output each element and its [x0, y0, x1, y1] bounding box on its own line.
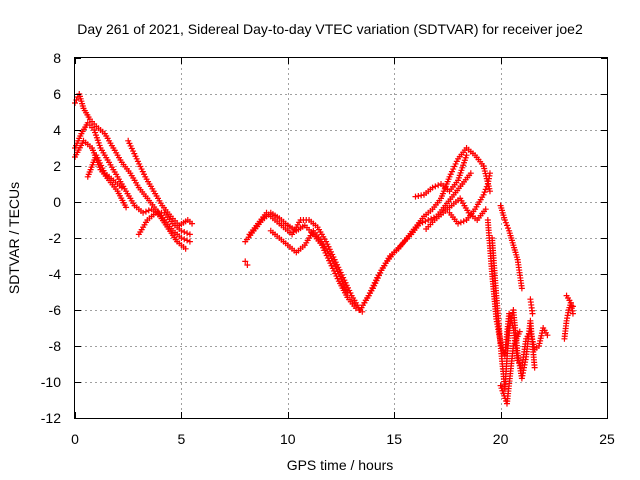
data-point-fill — [432, 183, 439, 190]
y-tick-label: -2 — [49, 230, 62, 246]
data-point-fill — [481, 189, 488, 196]
y-tick-label: 2 — [53, 158, 61, 174]
data-point — [189, 220, 196, 227]
x-tick-label: 15 — [386, 431, 402, 447]
data-point-fill — [184, 230, 191, 237]
x-tick-label: 20 — [493, 431, 509, 447]
data-point — [186, 238, 193, 245]
data-point — [140, 209, 147, 216]
data-point-fill — [503, 222, 510, 229]
y-tick-label: -4 — [49, 266, 62, 282]
data-point — [486, 188, 493, 195]
x-tick-label: 5 — [178, 431, 186, 447]
y-tick-label: -8 — [49, 338, 62, 354]
y-tick-label: -10 — [41, 374, 61, 390]
data-point — [242, 258, 249, 265]
data-point-fill — [181, 236, 188, 243]
data-point-fill — [482, 186, 489, 193]
data-point — [178, 235, 185, 241]
data-point-fill — [460, 218, 467, 225]
data-point — [531, 364, 538, 371]
data-point-fill — [184, 237, 191, 244]
data-point-fill — [483, 183, 490, 190]
data-point — [516, 328, 523, 335]
data-points — [72, 91, 576, 407]
data-point — [482, 206, 489, 213]
y-tick-label: 0 — [53, 194, 61, 210]
data-point — [569, 310, 576, 317]
data-point — [182, 245, 189, 252]
data-point-fill — [428, 215, 435, 222]
x-axis-title: GPS time / hours — [287, 457, 394, 473]
y-tick-label: 4 — [53, 122, 61, 138]
data-point — [486, 170, 493, 177]
axis-ticks: 0 5 10 15 20 25 -12 -10 -8 -6 -4 -2 0 2 4 6 8 — [41, 50, 615, 447]
data-point — [429, 184, 436, 191]
y-tick-label: -6 — [49, 302, 62, 318]
data-point — [186, 231, 193, 238]
data-point — [463, 152, 470, 159]
data-point-fill — [502, 219, 509, 226]
data-point — [344, 289, 351, 295]
data-point — [529, 310, 536, 317]
data-point — [480, 191, 487, 198]
y-tick-label: 6 — [53, 86, 61, 102]
data-point-fill — [505, 225, 512, 232]
x-tick-label: 0 — [71, 431, 79, 447]
data-point — [501, 217, 508, 223]
data-point — [467, 170, 474, 177]
grid — [75, 58, 607, 418]
y-tick-label: -12 — [41, 410, 61, 426]
data-point — [244, 262, 251, 268]
chart-title: Day 261 of 2021, Sidereal Day-to-day VTE… — [77, 21, 583, 37]
y-tick-label: 8 — [53, 50, 61, 66]
x-tick-label: 25 — [599, 431, 615, 447]
data-point — [123, 204, 130, 211]
data-point — [544, 332, 551, 339]
data-point — [425, 217, 432, 223]
data-point-fill — [457, 219, 464, 226]
data-point — [455, 220, 462, 227]
x-tick-label: 10 — [280, 431, 296, 447]
data-point — [518, 285, 525, 292]
y-axis-title: SDTVAR / TECUs — [6, 182, 22, 294]
data-point-fill — [181, 229, 188, 235]
data-point — [118, 184, 125, 191]
data-point — [178, 227, 185, 234]
data-point-fill — [142, 208, 149, 215]
plot-frame — [74, 57, 608, 419]
